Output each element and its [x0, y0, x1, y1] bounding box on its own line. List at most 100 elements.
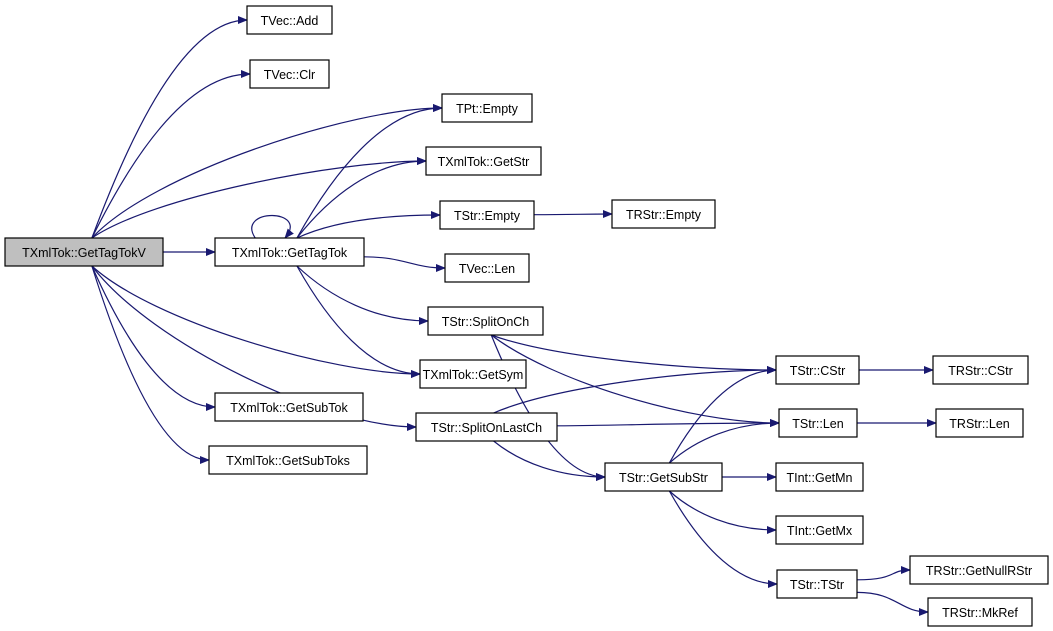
edge-str-tstr-to-mk-ref — [856, 591, 929, 616]
edge-get-tag-tok-to-get-tag-tok — [251, 215, 294, 239]
node-box — [214, 392, 364, 422]
node-label: TStr::TStr — [790, 578, 844, 592]
node-box — [214, 237, 365, 267]
node-label: TStr::Len — [792, 417, 843, 431]
node-str-cstr[interactable]: TStr::CStr — [775, 355, 860, 385]
node-label: TPt::Empty — [456, 102, 519, 116]
edge-get-tag-tok-v-to-split-on-last-ch — [91, 265, 417, 431]
node-int-get-mn[interactable]: TInt::GetMn — [775, 462, 864, 492]
node-label: TRStr::Empty — [626, 208, 702, 222]
node-box — [909, 555, 1049, 585]
edge-get-tag-tok-v-to-pt-empty — [91, 104, 443, 239]
node-label: TVec::Len — [459, 262, 515, 276]
edge-get-tag-tok-v-to-get-sub-toks — [91, 265, 210, 464]
node-box — [776, 569, 858, 599]
node-label: TInt::GetMn — [787, 471, 853, 485]
node-box — [249, 59, 330, 89]
node-box — [425, 146, 542, 176]
node-vec-len[interactable]: TVec::Len — [444, 253, 530, 283]
edge-get-tag-tok-to-vec-len — [363, 256, 446, 272]
node-box — [441, 93, 533, 123]
edge-get-tag-tok-to-get-str — [296, 157, 427, 239]
edge-get-sub-str-to-str-tstr — [668, 490, 778, 588]
node-str-tstr[interactable]: TStr::TStr — [776, 569, 858, 599]
node-get-null-rstr[interactable]: TRStr::GetNullRStr — [909, 555, 1049, 585]
edge-split-on-last-ch-to-str-cstr — [493, 366, 777, 414]
node-box — [775, 515, 864, 545]
edge-split-on-ch-to-str-len — [490, 334, 780, 427]
node-pt-empty[interactable]: TPt::Empty — [441, 93, 533, 123]
node-box — [611, 199, 716, 229]
node-str-len[interactable]: TStr::Len — [778, 408, 858, 438]
node-int-get-mx[interactable]: TInt::GetMx — [775, 515, 864, 545]
node-label: TXmlTok::GetSym — [423, 368, 524, 382]
node-mk-ref[interactable]: TRStr::MkRef — [927, 597, 1033, 627]
edge-get-tag-tok-v-to-vec-add — [91, 16, 248, 239]
edge-get-tag-tok-v-to-get-sub-tok — [91, 265, 216, 411]
edge-str-empty-to-rstr-empty — [533, 210, 613, 219]
node-box — [415, 412, 558, 442]
node-box — [932, 355, 1029, 385]
node-get-str[interactable]: TXmlTok::GetStr — [425, 146, 542, 176]
node-rstr-len[interactable]: TRStr::Len — [935, 408, 1024, 438]
node-label: TRStr::GetNullRStr — [926, 564, 1032, 578]
node-get-sym[interactable]: TXmlTok::GetSym — [419, 359, 527, 389]
node-vec-add[interactable]: TVec::Add — [246, 5, 333, 35]
node-label: TStr::Empty — [454, 209, 521, 223]
node-box — [935, 408, 1024, 438]
edge-get-tag-tok-v-to-get-sym — [91, 265, 421, 378]
node-box — [604, 462, 723, 492]
node-box — [778, 408, 858, 438]
node-box — [419, 359, 527, 389]
node-label: TVec::Add — [261, 14, 319, 28]
edge-get-sub-str-to-str-cstr — [668, 366, 777, 464]
edge-get-tag-tok-to-split-on-ch — [296, 265, 429, 325]
node-rstr-empty[interactable]: TRStr::Empty — [611, 199, 716, 229]
node-label: TInt::GetMx — [787, 524, 853, 538]
node-get-sub-str[interactable]: TStr::GetSubStr — [604, 462, 723, 492]
node-box — [444, 253, 530, 283]
edge-get-tag-tok-to-pt-empty — [296, 104, 443, 239]
node-split-on-ch[interactable]: TStr::SplitOnCh — [427, 306, 544, 336]
edge-get-tag-tok-to-get-sym — [296, 265, 421, 378]
node-box — [927, 597, 1033, 627]
node-label: TRStr::MkRef — [942, 606, 1018, 620]
edge-split-on-last-ch-to-str-len — [556, 419, 780, 428]
node-label: TXmlTok::GetSubTok — [230, 401, 348, 415]
node-label: TStr::CStr — [790, 364, 846, 378]
node-label: TXmlTok::GetTagTok — [232, 246, 348, 260]
edge-get-sub-str-to-str-len — [668, 419, 780, 464]
node-box — [427, 306, 544, 336]
node-get-sub-toks[interactable]: TXmlTok::GetSubToks — [208, 445, 368, 475]
edge-split-on-last-ch-to-get-sub-str — [493, 440, 606, 481]
node-get-sub-tok[interactable]: TXmlTok::GetSubTok — [214, 392, 364, 422]
node-label: TXmlTok::GetSubToks — [226, 454, 350, 468]
node-split-on-last-ch[interactable]: TStr::SplitOnLastCh — [415, 412, 558, 442]
node-box — [246, 5, 333, 35]
node-label: TStr::GetSubStr — [619, 471, 708, 485]
node-box — [208, 445, 368, 475]
node-box — [775, 462, 864, 492]
edge-get-tag-tok-v-to-get-str — [91, 157, 427, 239]
node-label: TVec::Clr — [264, 68, 315, 82]
node-label: TRStr::CStr — [948, 364, 1013, 378]
edge-get-tag-tok-v-to-vec-clr — [91, 70, 251, 239]
node-rstr-cstr[interactable]: TRStr::CStr — [932, 355, 1029, 385]
node-box — [775, 355, 860, 385]
edge-str-tstr-to-get-null-rstr — [856, 566, 911, 581]
node-box — [4, 237, 164, 267]
node-label: TXmlTok::GetTagTokV — [22, 246, 146, 260]
node-label: TXmlTok::GetStr — [438, 155, 530, 169]
edge-get-sub-str-to-int-get-mx — [668, 490, 777, 534]
edge-split-on-ch-to-str-cstr — [491, 334, 777, 374]
node-get-tag-tok[interactable]: TXmlTok::GetTagTok — [214, 237, 365, 267]
node-label: TStr::SplitOnLastCh — [431, 421, 542, 435]
node-get-tag-tok-v[interactable]: TXmlTok::GetTagTokV — [4, 237, 164, 267]
node-label: TRStr::Len — [949, 417, 1009, 431]
node-vec-clr[interactable]: TVec::Clr — [249, 59, 330, 89]
node-label: TStr::SplitOnCh — [442, 315, 530, 329]
node-str-empty[interactable]: TStr::Empty — [439, 200, 535, 230]
node-box — [439, 200, 535, 230]
edge-get-tag-tok-to-str-empty — [296, 211, 441, 239]
